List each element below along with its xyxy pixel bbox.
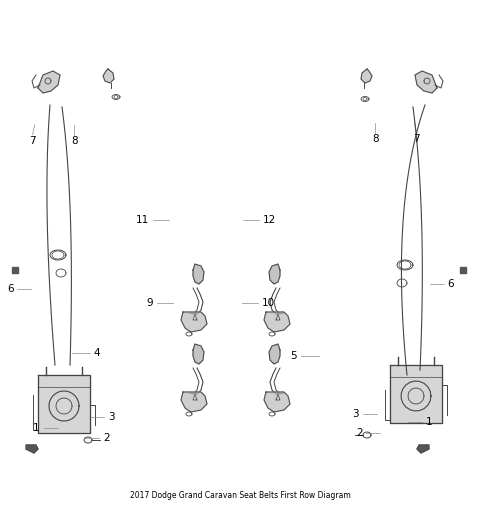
Polygon shape — [361, 69, 372, 83]
Text: 10: 10 — [262, 298, 275, 308]
Text: 3: 3 — [108, 412, 115, 422]
Polygon shape — [269, 344, 280, 364]
Text: 1: 1 — [33, 422, 39, 433]
Polygon shape — [181, 312, 207, 332]
Text: 6: 6 — [7, 284, 14, 294]
Text: 2017 Dodge Grand Caravan Seat Belts First Row Diagram: 2017 Dodge Grand Caravan Seat Belts Firs… — [130, 492, 350, 501]
Text: 1: 1 — [426, 417, 433, 428]
Polygon shape — [193, 344, 204, 364]
Text: 6: 6 — [447, 279, 454, 289]
Polygon shape — [264, 312, 290, 332]
Text: 5: 5 — [290, 351, 297, 361]
Polygon shape — [264, 392, 290, 412]
Polygon shape — [269, 264, 280, 284]
Polygon shape — [415, 71, 437, 93]
Text: 9: 9 — [146, 298, 153, 308]
Polygon shape — [38, 71, 60, 93]
Text: 2: 2 — [103, 433, 110, 443]
Polygon shape — [181, 392, 207, 412]
Text: 8: 8 — [372, 134, 379, 144]
Text: 2: 2 — [356, 428, 362, 438]
Text: 8: 8 — [71, 136, 78, 146]
Polygon shape — [12, 267, 18, 273]
Polygon shape — [26, 445, 38, 453]
Text: 4: 4 — [94, 348, 100, 358]
Text: 12: 12 — [263, 215, 276, 225]
Polygon shape — [417, 445, 429, 453]
Polygon shape — [460, 267, 466, 273]
Text: 11: 11 — [135, 215, 149, 225]
Polygon shape — [390, 365, 442, 423]
Polygon shape — [103, 69, 114, 83]
Polygon shape — [38, 375, 90, 433]
Text: 3: 3 — [352, 409, 359, 419]
Polygon shape — [193, 264, 204, 284]
Text: 7: 7 — [29, 136, 36, 146]
Text: 7: 7 — [413, 134, 420, 144]
